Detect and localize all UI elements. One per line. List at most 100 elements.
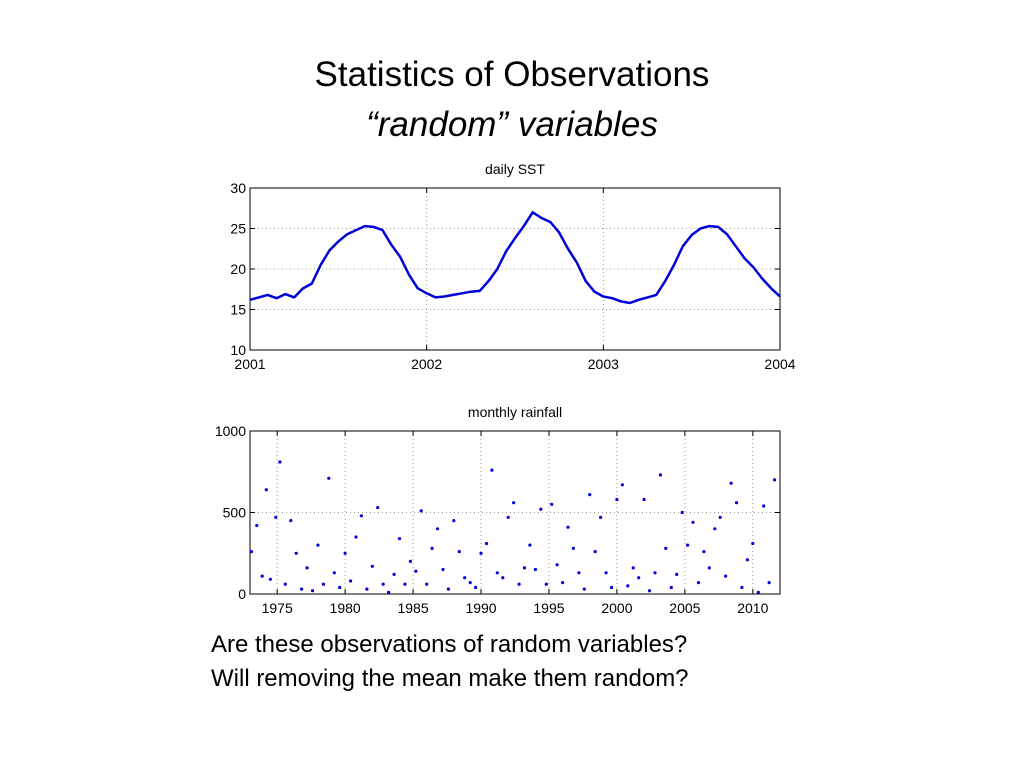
rain-data-point: [446, 587, 450, 591]
rain-data-point: [707, 566, 711, 570]
rain-data-point: [294, 551, 298, 555]
rain-data-point: [359, 514, 363, 518]
rain-data-point: [686, 543, 690, 547]
rain-data-point: [555, 563, 559, 567]
rain-data-point: [289, 519, 293, 523]
rain-data-point: [528, 543, 532, 547]
rain-data-point: [463, 576, 467, 580]
rain-data-point: [571, 546, 576, 551]
rain-data-point: [484, 541, 489, 546]
rain-xtick-label: 2005: [669, 600, 700, 616]
rain-data-point: [268, 577, 272, 581]
rain-data-point: [408, 559, 412, 564]
rain-data-point: [664, 546, 668, 551]
rain-data-point: [533, 567, 538, 572]
sst-ytick-label: 15: [230, 302, 246, 318]
rain-ytick-label: 500: [223, 505, 247, 521]
rain-data-point: [305, 566, 309, 570]
sst-ytick-label: 25: [230, 221, 246, 237]
rain-data-point: [425, 582, 429, 586]
sst-ytick-label: 10: [230, 342, 246, 358]
rain-data-point: [365, 587, 369, 591]
rain-data-point: [249, 550, 253, 554]
rain-data-point: [452, 519, 456, 523]
rain-data-point: [745, 558, 750, 562]
rain-data-point: [577, 571, 581, 575]
sst-x-ticks: 2001 2002 2003 2004: [234, 188, 796, 372]
rain-data-point: [609, 585, 614, 590]
slide-title: Statistics of Observations: [314, 55, 710, 94]
sst-y-ticks: 10 15 20 25 30: [230, 180, 780, 358]
rain-xtick-label: 1985: [397, 600, 428, 616]
rain-data-point: [300, 587, 304, 591]
rain-data-point: [593, 550, 597, 554]
rain-xtick-label: 1990: [465, 600, 496, 616]
rain-data-point: [647, 589, 652, 593]
rain-xtick-label: 1975: [262, 600, 293, 616]
rainfall-y-ticks: 0 500 1000: [215, 423, 780, 602]
rain-data-point: [457, 550, 461, 554]
rain-data-point: [773, 478, 777, 482]
question-random-variables: Are these observations of random variabl…: [211, 631, 688, 658]
rain-data-point: [430, 546, 434, 551]
rain-data-point: [691, 520, 695, 524]
rain-xtick-label: 2000: [601, 600, 632, 616]
rain-data-point: [729, 481, 733, 485]
rain-data-point: [414, 569, 418, 573]
rainfall-chart-title: monthly rainfall: [468, 404, 562, 420]
rain-data-point: [756, 590, 760, 595]
sst-xtick-label: 2002: [411, 356, 442, 372]
rain-data-point: [321, 582, 325, 586]
rain-data-point: [354, 535, 358, 539]
sst-grid: [250, 188, 780, 350]
rain-data-point: [387, 590, 391, 595]
rain-data-point: [653, 571, 657, 575]
rain-data-point: [631, 566, 635, 570]
sst-series-line: [249, 211, 781, 305]
rain-data-point: [349, 579, 353, 583]
rainfall-series: [249, 460, 777, 595]
rain-data-point: [522, 566, 527, 570]
rain-data-point: [403, 582, 407, 586]
rain-xtick-label: 2010: [737, 600, 768, 616]
rain-data-point: [696, 581, 701, 585]
rain-data-point: [327, 476, 331, 480]
rain-ytick-label: 0: [238, 586, 246, 602]
rain-data-point: [604, 571, 608, 575]
rain-data-point: [675, 572, 679, 577]
rain-data-point: [435, 527, 440, 531]
rain-data-point: [561, 581, 565, 585]
rain-data-point: [669, 585, 673, 590]
rain-data-point: [255, 523, 259, 528]
rain-data-point: [658, 473, 663, 477]
sst-xtick-label: 2004: [764, 356, 795, 372]
rain-data-point: [376, 506, 380, 510]
rain-data-point: [539, 507, 543, 511]
rain-data-point: [680, 510, 684, 515]
rain-data-point: [343, 551, 347, 555]
rain-data-point: [264, 488, 268, 492]
rain-data-point: [626, 584, 630, 588]
rainfall-x-ticks: 1975 1980 1985 1990 1995 2000 2005 2010: [262, 431, 769, 616]
rain-data-point: [490, 468, 494, 472]
sst-xtick-label: 2001: [234, 356, 265, 372]
rain-data-point: [260, 574, 264, 578]
rain-data-point: [740, 585, 744, 590]
rain-data-point: [506, 515, 510, 520]
rain-data-point: [310, 589, 315, 593]
rain-data-point: [332, 571, 336, 575]
rain-data-point: [511, 501, 516, 505]
rain-data-point: [381, 582, 385, 586]
rain-data-point: [544, 582, 548, 586]
rain-data-point: [588, 493, 592, 497]
rain-ytick-label: 1000: [215, 423, 246, 439]
rain-data-point: [615, 497, 619, 502]
rain-data-point: [474, 585, 478, 590]
rain-data-point: [550, 502, 554, 506]
rain-data-point: [338, 585, 342, 590]
rain-data-point: [713, 527, 717, 531]
rain-data-point: [582, 587, 586, 591]
rain-data-point: [278, 460, 282, 464]
rain-data-point: [397, 537, 402, 541]
